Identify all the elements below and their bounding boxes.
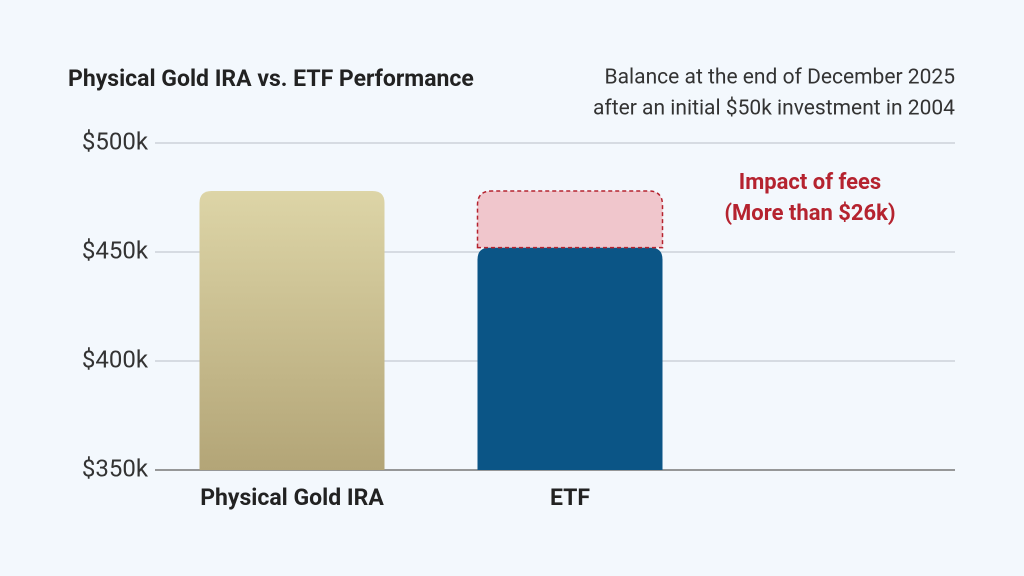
y-tick-label: $400k xyxy=(82,345,149,373)
bar xyxy=(199,190,385,470)
annotation: (More than $26k) xyxy=(724,201,895,226)
subtitle: Balance at the end of December 2025 xyxy=(605,66,955,90)
subtitle: after an initial $50k investment in 2004 xyxy=(593,97,955,121)
x-tick-label: ETF xyxy=(550,484,590,511)
x-tick-label: Physical Gold IRA xyxy=(200,484,384,511)
fee-segment xyxy=(476,190,664,249)
annotation: Impact of fees xyxy=(739,170,881,195)
bar xyxy=(477,247,663,470)
y-tick-label: $500k xyxy=(82,127,149,155)
chart-title: Physical Gold IRA vs. ETF Performance xyxy=(68,65,474,92)
y-tick-label: $450k xyxy=(82,236,149,264)
y-tick-label: $350k xyxy=(82,454,149,482)
